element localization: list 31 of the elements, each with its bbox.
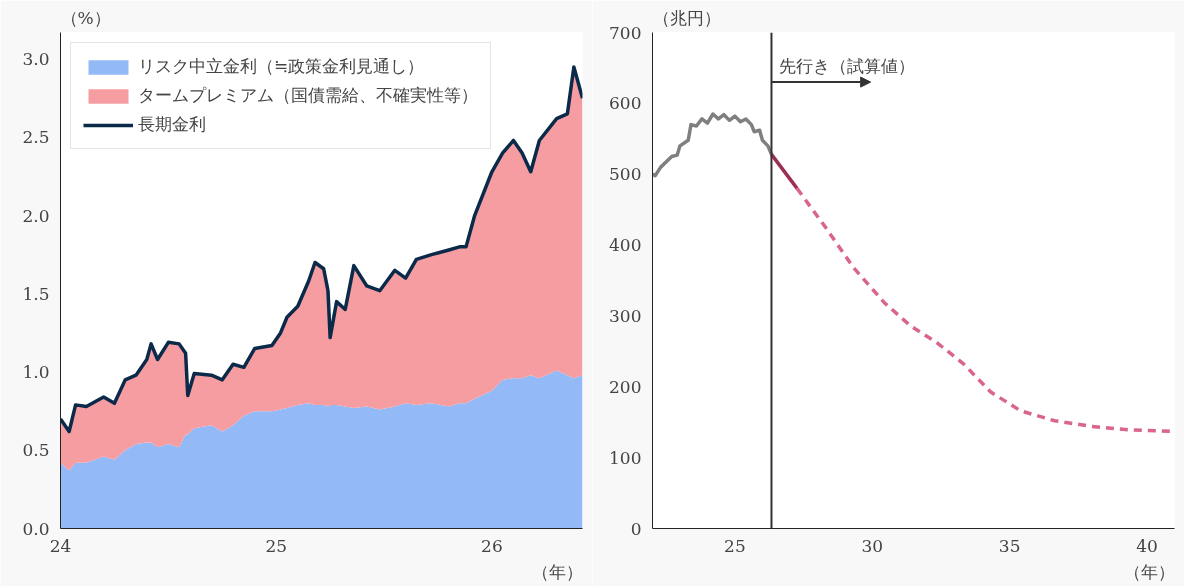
line-series xyxy=(652,112,774,178)
x-tick-label: 25 xyxy=(724,535,746,556)
y-tick-label: 1.0 xyxy=(22,362,50,383)
y-tick-label: 700 xyxy=(609,22,642,43)
y-tick-label: 200 xyxy=(609,376,642,397)
y-tick-label: 600 xyxy=(609,93,642,114)
x-tick-label: 26 xyxy=(481,535,503,556)
legend-label: 長期金利 xyxy=(138,113,206,136)
annotation: 先行き（試算値） xyxy=(779,56,916,77)
y-tick-label: 0.5 xyxy=(22,440,50,461)
x-tick-label: 25 xyxy=(265,535,288,556)
y-tick-label: 2.0 xyxy=(22,205,50,226)
y-tick-label: 3.0 xyxy=(22,49,50,70)
y-tick-label: 400 xyxy=(609,235,642,256)
legend-label: リスク中立金利（≒政策金利見通し） xyxy=(138,55,425,78)
y-tick-label: 0.0 xyxy=(22,518,50,539)
x-tick-label: 40 xyxy=(1136,535,1158,556)
y-tick-label: 2.5 xyxy=(22,127,50,148)
y-axis-title: （%） xyxy=(60,7,111,28)
y-tick-label: 0 xyxy=(630,518,642,539)
x-tick-label: 30 xyxy=(861,535,884,556)
y-tick-label: 100 xyxy=(609,447,642,468)
x-tick-label: 35 xyxy=(998,535,1021,556)
legend-label: タームプレミアム（国債需給、不確実性等） xyxy=(138,84,478,107)
y-tick-label: 300 xyxy=(609,305,642,326)
y-tick-label: 500 xyxy=(609,164,642,185)
x-tick-label: 24 xyxy=(49,535,72,556)
x-axis-title: （年） xyxy=(1123,561,1175,582)
y-axis-title: （兆円） xyxy=(652,7,721,28)
y-tick-label: 1.5 xyxy=(22,283,50,304)
x-axis-title: （年） xyxy=(531,561,583,582)
